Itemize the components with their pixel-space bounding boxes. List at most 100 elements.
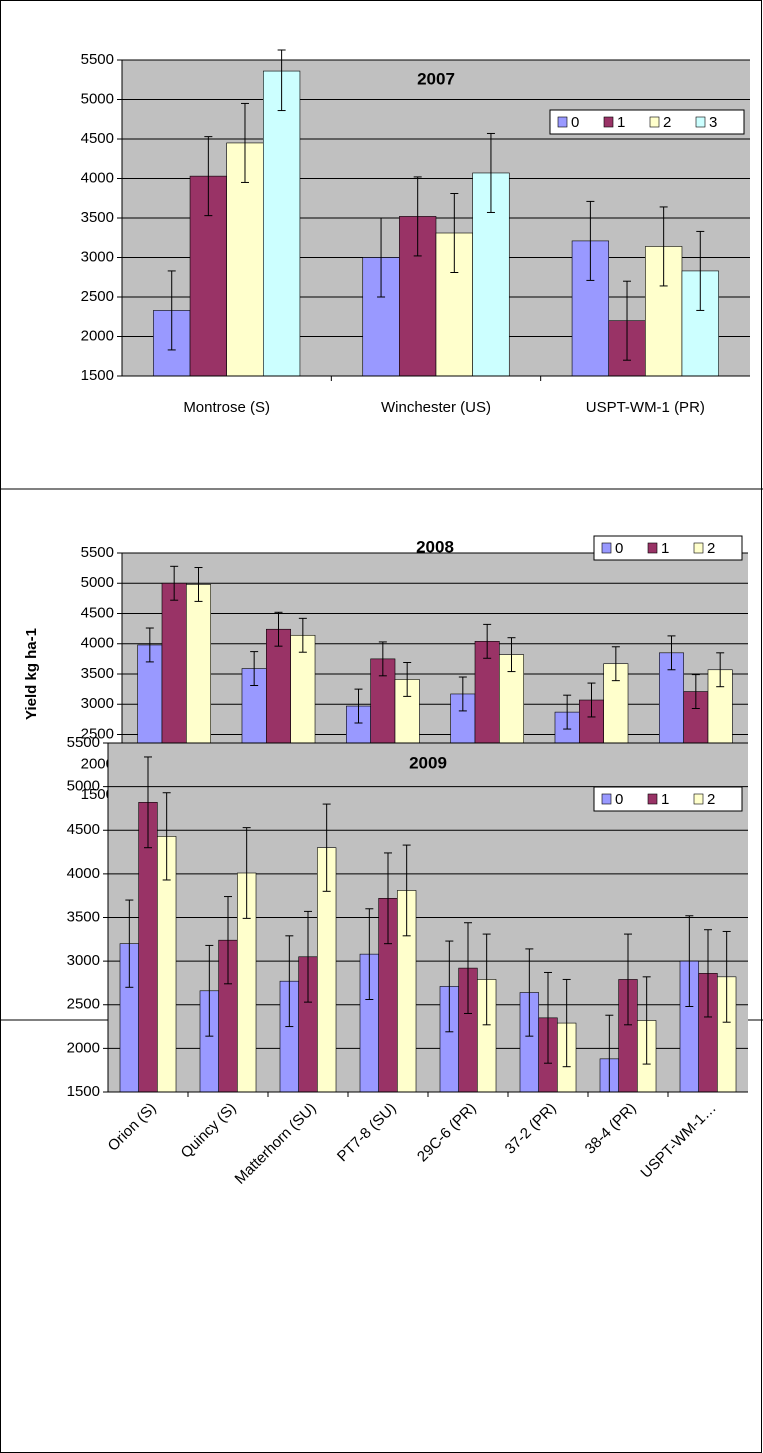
y-tick-label: 2500 [67,996,100,1013]
legend-box [593,786,743,812]
y-tick-label: 3000 [81,248,114,265]
error-bar [413,176,422,257]
error-bar [378,641,387,677]
legend-swatch [647,793,658,805]
error-bar [483,623,492,659]
error-bar [304,910,312,1003]
legend-swatch [557,116,568,128]
error-bar [667,635,676,671]
y-tick-label: 1500 [81,786,114,803]
y-tick-label: 3500 [81,665,114,682]
y-tick-label: 4000 [81,169,114,186]
legend-swatch [601,542,612,554]
error-bar [322,803,331,892]
y-tick-label: 5500 [81,544,114,561]
legend-swatch [693,542,704,554]
error-bar [623,280,632,361]
legend-label: 1 [617,114,625,131]
y-tick-label: 1500 [67,1083,100,1100]
y-tick-label: 5000 [81,574,114,591]
error-bar [354,688,363,724]
y-tick-label: 1500 [81,367,114,384]
x-tick-label: Montrose (S) [183,399,270,416]
legend-label: 2 [707,791,715,808]
error-bar [204,136,213,217]
y-tick-label: 2000 [67,1039,100,1056]
y-tick-label: 3000 [81,695,114,712]
error-bar [691,674,700,709]
error-bar [144,756,152,849]
y-tick-label: 4500 [81,130,114,147]
error-bar [377,217,386,298]
error-bar [445,940,454,1033]
chart-title: 2008 [416,537,454,556]
legend-swatch [695,116,706,128]
error-bar [450,193,459,274]
error-bar [145,627,154,663]
error-bar [722,930,731,1023]
error-bar [587,682,596,718]
error-bar [486,132,495,213]
legend-label: 0 [571,114,579,131]
legend-label: 0 [615,791,623,808]
error-bar [167,270,176,351]
error-bar [242,827,251,919]
y-tick-label: 2500 [81,725,114,742]
y-tick-label: 4500 [81,604,114,621]
legend-label: 0 [615,540,623,557]
error-bar [611,646,620,682]
chart-title: 2007 [417,69,455,88]
error-bar [240,102,249,183]
y-tick-label: 2500 [81,288,114,305]
error-bar [507,637,516,673]
y-tick-label: 2000 [81,327,114,344]
error-bar [125,899,134,988]
legend-label: 2 [707,540,715,557]
y-tick-label: 5500 [67,734,100,751]
error-bar [403,662,412,697]
error-bar [624,933,632,1026]
y-tick-label: 2000 [81,756,114,773]
y-tick-label: 5000 [67,778,100,795]
error-bar [525,948,534,1037]
error-bar [704,929,712,1018]
chart-title: 2009 [409,753,447,772]
y-tick-label: 4000 [67,865,100,882]
error-bar [365,908,374,1001]
bar [262,70,301,377]
error-bar [458,676,467,712]
y-axis-label: Yield kg ha-1 [23,628,40,720]
y-tick-label: 5500 [81,51,114,68]
y-tick-label: 3500 [81,209,114,226]
error-bar [224,896,232,985]
y-tick-label: 4000 [81,635,114,652]
legend-swatch [601,793,612,805]
error-bar [642,976,651,1065]
error-bar [277,49,286,112]
error-bar [464,922,472,1014]
legend-swatch [649,116,660,128]
error-bar [716,652,725,688]
error-bar [696,230,705,311]
error-bar [274,611,283,647]
error-bar [384,852,392,945]
error-bar [562,978,571,1068]
legend-label: 3 [709,114,717,131]
error-bar [402,844,411,937]
legend-swatch [693,793,704,805]
legend-label: 2 [663,114,671,131]
legend-box [549,109,745,135]
y-tick-label: 5000 [81,90,114,107]
error-bar [162,792,171,881]
x-tick-label: USPT-WM-1 (PR) [586,399,705,416]
error-bar [563,694,572,730]
error-bar [285,935,294,1028]
legend-label: 1 [661,540,669,557]
legend-swatch [603,116,614,128]
error-bar [298,617,307,653]
error-bar [544,971,552,1064]
legend-box [593,535,743,561]
legend-label: 1 [661,791,669,808]
error-bar [194,567,203,602]
